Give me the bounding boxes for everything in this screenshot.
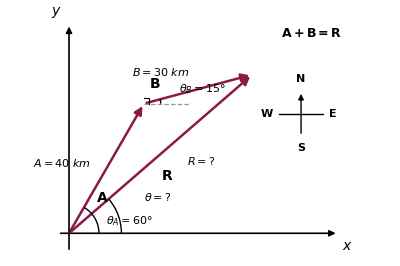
Text: $\mathbf{A}$: $\mathbf{A}$ [96,191,109,205]
Text: $\mathbf{A + B = R}$: $\mathbf{A + B = R}$ [281,27,342,40]
Text: $\mathbf{B}$: $\mathbf{B}$ [150,77,161,90]
Text: $A = 40$ km: $A = 40$ km [33,157,92,169]
Text: $\theta = ?$: $\theta = ?$ [144,191,172,203]
Text: W: W [261,109,273,119]
Text: $x$: $x$ [342,239,353,253]
Text: $y$: $y$ [51,5,62,20]
Text: N: N [296,74,306,84]
Text: $B = 30$ km: $B = 30$ km [132,66,190,78]
Text: $R = ?$: $R = ?$ [187,155,215,167]
Text: $\theta_A = 60°$: $\theta_A = 60°$ [106,214,153,228]
Text: S: S [297,143,305,153]
Text: $\theta_B = 15°$: $\theta_B = 15°$ [180,82,226,95]
Text: E: E [329,109,337,119]
Text: $\mathbf{R}$: $\mathbf{R}$ [161,169,173,183]
